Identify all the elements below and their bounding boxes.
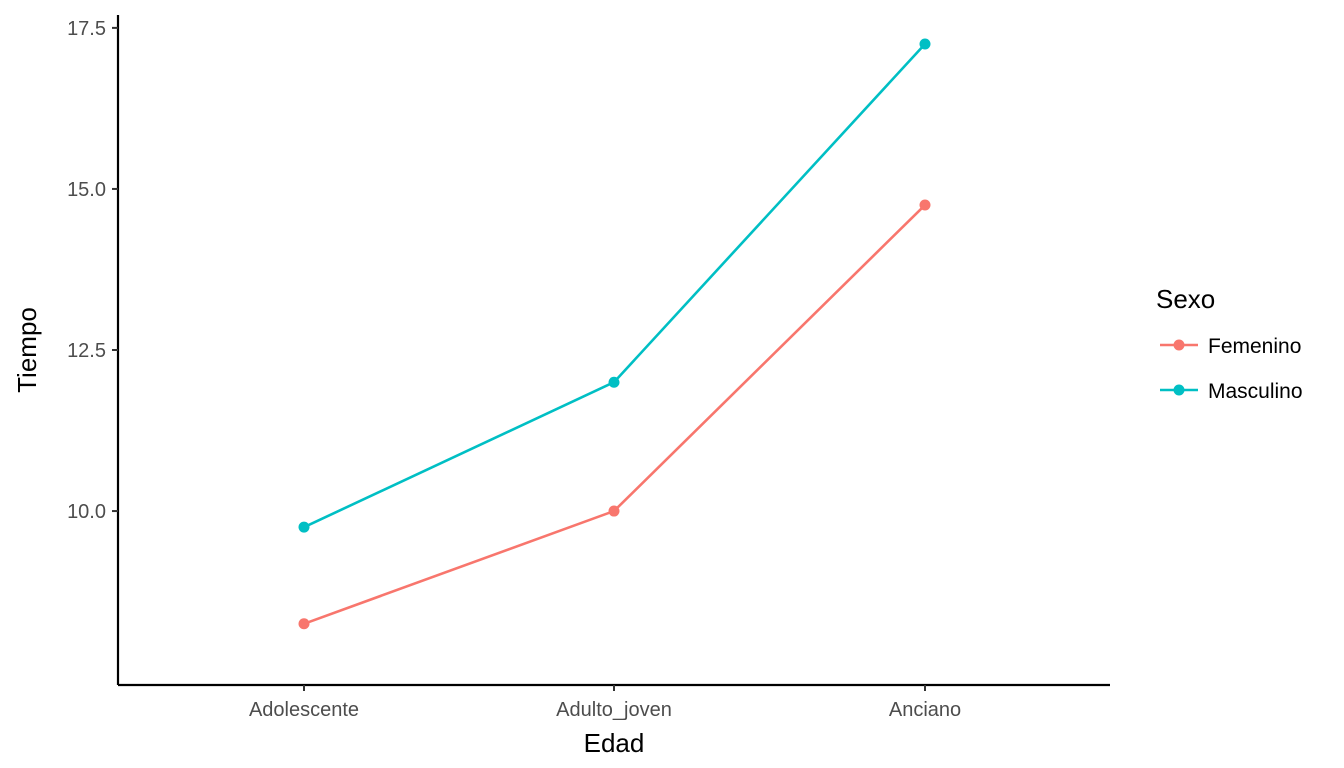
y-axis-ticks: 10.0 12.5 15.0 17.5 bbox=[67, 18, 118, 523]
series-masculino bbox=[298, 38, 931, 533]
legend-item: Femenino bbox=[1160, 335, 1301, 358]
data-point bbox=[919, 38, 931, 50]
x-tick-label: Adulto_joven bbox=[556, 699, 672, 721]
legend-title: Sexo bbox=[1156, 284, 1215, 314]
x-axis-ticks: Adolescente Adulto_joven Anciano bbox=[249, 685, 961, 721]
y-axis-title: Tiempo bbox=[12, 307, 42, 393]
x-axis-title: Edad bbox=[584, 728, 645, 758]
legend: Sexo Femenino Masculino bbox=[1156, 284, 1303, 403]
x-tick-label: Adolescente bbox=[249, 699, 359, 721]
data-point bbox=[608, 505, 620, 517]
series-femenino bbox=[298, 199, 931, 630]
data-point bbox=[298, 618, 310, 630]
data-point bbox=[608, 376, 620, 388]
plot-area bbox=[298, 38, 931, 630]
y-tick-label: 15.0 bbox=[67, 179, 106, 201]
legend-items: Femenino Masculino bbox=[1160, 335, 1303, 403]
y-tick-label: 12.5 bbox=[67, 340, 106, 362]
x-tick-label: Anciano bbox=[889, 699, 961, 721]
y-tick-label: 10.0 bbox=[67, 501, 106, 523]
legend-label: Femenino bbox=[1208, 335, 1301, 358]
legend-item: Masculino bbox=[1160, 380, 1303, 403]
data-point bbox=[919, 199, 931, 211]
legend-key-point bbox=[1173, 339, 1185, 351]
series-layer bbox=[298, 38, 931, 630]
legend-key-point bbox=[1173, 384, 1185, 396]
legend-label: Masculino bbox=[1208, 380, 1303, 403]
data-point bbox=[298, 521, 310, 533]
y-tick-label: 17.5 bbox=[67, 18, 106, 40]
